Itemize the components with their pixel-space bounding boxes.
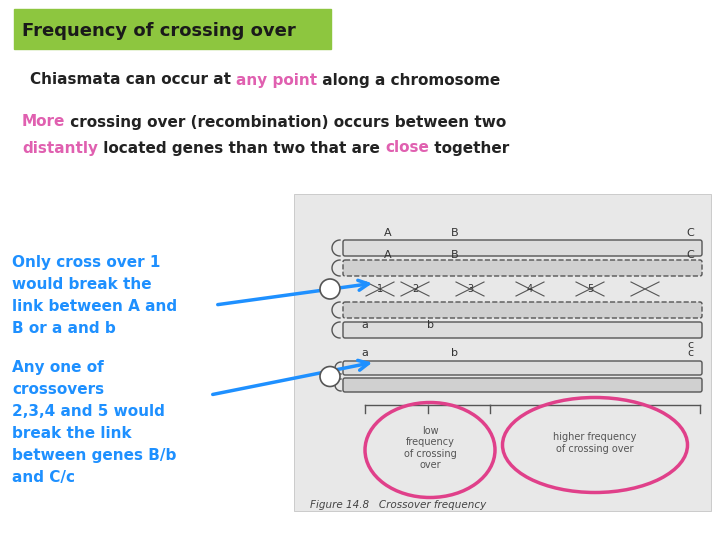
Text: c: c bbox=[687, 340, 693, 350]
Text: and C/c: and C/c bbox=[12, 470, 75, 485]
Text: B: B bbox=[451, 228, 459, 238]
Text: link between A and: link between A and bbox=[12, 299, 177, 314]
Text: Frequency of crossing over: Frequency of crossing over bbox=[22, 22, 296, 40]
Text: C: C bbox=[686, 228, 694, 238]
Text: close: close bbox=[385, 140, 429, 156]
Text: A: A bbox=[384, 250, 392, 260]
Text: 5: 5 bbox=[587, 284, 593, 294]
Text: higher frequency
of crossing over: higher frequency of crossing over bbox=[553, 432, 636, 454]
FancyBboxPatch shape bbox=[294, 194, 711, 511]
Text: c: c bbox=[687, 348, 693, 358]
Text: low
frequency
of crossing
over: low frequency of crossing over bbox=[404, 426, 456, 470]
FancyBboxPatch shape bbox=[343, 378, 702, 392]
Circle shape bbox=[320, 367, 340, 387]
Text: 3: 3 bbox=[467, 284, 473, 294]
Text: A: A bbox=[384, 228, 392, 238]
FancyBboxPatch shape bbox=[343, 240, 702, 256]
FancyBboxPatch shape bbox=[343, 361, 702, 375]
FancyBboxPatch shape bbox=[343, 322, 702, 338]
Text: a: a bbox=[361, 320, 369, 330]
Text: Figure 14.8   Crossover frequency: Figure 14.8 Crossover frequency bbox=[310, 500, 486, 510]
FancyBboxPatch shape bbox=[343, 302, 702, 318]
Text: Chiasmata can occur at: Chiasmata can occur at bbox=[30, 72, 236, 87]
Text: distantly: distantly bbox=[22, 140, 98, 156]
Text: 2: 2 bbox=[412, 284, 418, 294]
Text: crossing over (recombination) occurs between two: crossing over (recombination) occurs bet… bbox=[66, 114, 507, 130]
Text: 4: 4 bbox=[527, 284, 533, 294]
Text: 2,3,4 and 5 would: 2,3,4 and 5 would bbox=[12, 404, 165, 419]
Text: C: C bbox=[686, 250, 694, 260]
Text: break the link: break the link bbox=[12, 426, 132, 441]
Text: More: More bbox=[22, 114, 66, 130]
Text: a: a bbox=[361, 348, 369, 358]
Text: Only cross over 1: Only cross over 1 bbox=[12, 255, 161, 270]
Text: 1: 1 bbox=[377, 284, 383, 294]
Text: located genes than two that are: located genes than two that are bbox=[98, 140, 385, 156]
Text: crossovers: crossovers bbox=[12, 382, 104, 397]
Circle shape bbox=[320, 279, 340, 299]
Text: along a chromosome: along a chromosome bbox=[318, 72, 500, 87]
Text: together: together bbox=[429, 140, 509, 156]
Text: b: b bbox=[426, 320, 433, 330]
Text: between genes B/b: between genes B/b bbox=[12, 448, 176, 463]
FancyBboxPatch shape bbox=[14, 9, 331, 49]
Text: B or a and b: B or a and b bbox=[12, 321, 116, 336]
FancyBboxPatch shape bbox=[343, 260, 702, 276]
Text: B: B bbox=[451, 250, 459, 260]
Text: would break the: would break the bbox=[12, 277, 152, 292]
Text: Any one of: Any one of bbox=[12, 360, 104, 375]
Text: any point: any point bbox=[236, 72, 318, 87]
Text: b: b bbox=[451, 348, 459, 358]
